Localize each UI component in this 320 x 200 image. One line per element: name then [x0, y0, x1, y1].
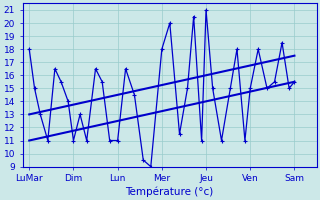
X-axis label: Température (°c): Température (°c) [125, 186, 214, 197]
